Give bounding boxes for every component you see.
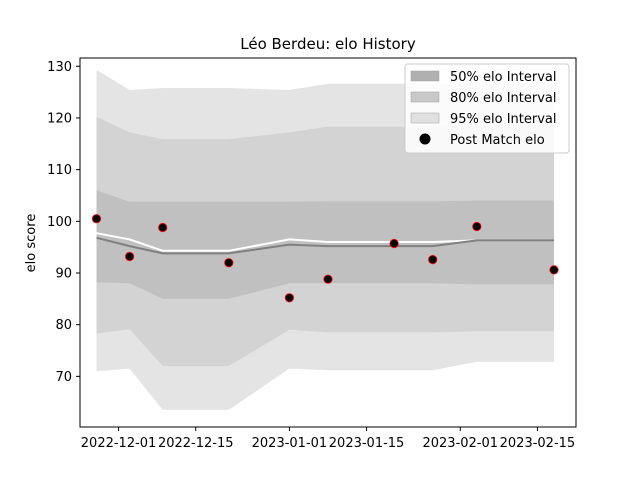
rating-lines [96,232,554,255]
x-tick-label: 2022-12-01 [81,436,157,451]
interval-band-2 [96,190,554,299]
rating-line-4 [96,236,554,255]
post-match-point [91,214,102,224]
legend-marker [419,133,431,145]
y-axis: 70 80 90 100 110 120 130 [47,60,80,385]
post-match-point [428,255,438,265]
chart-title: Léo Berdeu: elo History [240,35,416,53]
legend-swatch [410,70,440,82]
post-match-point [158,222,168,233]
x-tick-label: 2023-02-01 [422,436,498,451]
legend: 50% elo Interval 80% elo Interval 95% elo … [404,63,570,154]
x-axis: 2022-12-01 2022-12-15 2023-01-01 2023-01-15… [81,427,575,451]
post-match-point [323,274,333,284]
post-match-point [224,258,234,268]
legend-label: 95% elo Interval [450,112,557,127]
y-axis-label: elo score [24,214,39,273]
legend-label: Post Match elo [450,133,545,148]
post-match-point [284,293,294,303]
post-match-points [91,214,559,303]
x-tick-label: 2023-01-15 [329,436,405,451]
plot-frame [79,57,577,428]
legend-box [404,63,570,154]
x-tick-label: 2022-12-15 [158,436,234,451]
legend-label: 80% elo Interval [450,91,557,106]
y-tick-label: 100 [47,215,72,230]
legend-label: 50% elo Interval [450,70,557,85]
post-match-point [549,265,559,275]
post-match-point [472,221,482,232]
y-tick-label: 70 [55,370,72,385]
y-tick-label: 130 [47,60,72,75]
x-tick-label: 2023-01-01 [252,436,328,451]
x-tick-label: 2023-02-15 [500,436,576,451]
y-tick-label: 120 [47,111,72,126]
post-match-point [125,251,135,262]
post-match-point [389,238,399,249]
y-tick-label: 90 [55,266,72,281]
y-tick-label: 110 [47,163,72,178]
legend-swatch [410,112,440,124]
legend-swatch [410,91,440,103]
y-tick-label: 80 [55,318,72,333]
rating-line-3 [96,232,554,252]
